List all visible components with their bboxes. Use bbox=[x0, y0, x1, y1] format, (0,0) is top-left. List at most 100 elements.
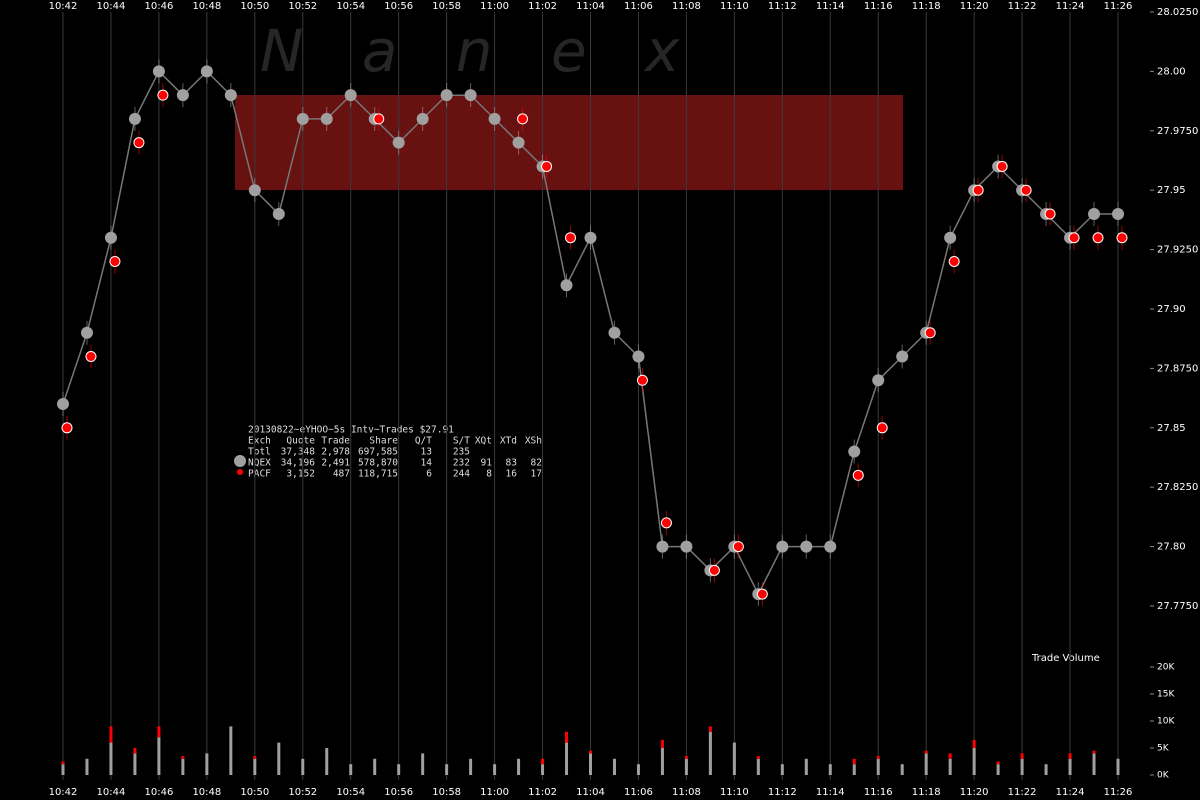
trade-marker bbox=[1020, 184, 1032, 196]
legend-cell: 3,152 bbox=[286, 469, 315, 480]
volume-bar bbox=[109, 726, 113, 743]
trade-marker bbox=[57, 398, 69, 411]
legend-cell: Exch bbox=[248, 436, 271, 447]
x-tick-label: 10:58 bbox=[432, 1, 461, 12]
x-tick-label: 11:02 bbox=[528, 1, 557, 12]
y-tick-label: 27.8250 bbox=[1157, 482, 1198, 493]
volume-bar bbox=[205, 753, 209, 775]
x-tick-label: 11:08 bbox=[672, 1, 701, 12]
legend-cell: 232 bbox=[453, 458, 470, 469]
legend-cell: S/T bbox=[453, 436, 470, 447]
x-tick-label: 11:24 bbox=[1056, 1, 1085, 12]
y-tick-label: 27.95 bbox=[1157, 185, 1186, 196]
volume-bar bbox=[85, 758, 89, 775]
y-tick-label: 0K bbox=[1157, 771, 1170, 781]
x-tick-label: 10:50 bbox=[240, 787, 269, 798]
trade-marker bbox=[756, 588, 768, 600]
x-tick-label: 11:26 bbox=[1104, 787, 1133, 798]
trade-marker bbox=[852, 469, 864, 481]
trade-marker bbox=[128, 112, 141, 125]
x-tick-label: 11:16 bbox=[864, 787, 893, 798]
trade-marker bbox=[1112, 207, 1124, 220]
trade-marker bbox=[708, 564, 720, 576]
volume-bar bbox=[948, 753, 952, 759]
y-tick-label: 27.8750 bbox=[1157, 363, 1198, 374]
trade-marker bbox=[776, 540, 789, 553]
y-tick-label: 27.80 bbox=[1157, 542, 1186, 553]
trade-marker bbox=[608, 326, 621, 339]
trade-marker bbox=[636, 374, 648, 386]
x-tick-label: 10:48 bbox=[192, 787, 221, 798]
legend-cell: Q/T bbox=[415, 436, 432, 447]
legend-cell: 6 bbox=[426, 469, 432, 480]
x-tick-label: 10:54 bbox=[336, 787, 365, 798]
legend-cell: 578,870 bbox=[358, 458, 398, 469]
trade-marker bbox=[872, 374, 885, 387]
y-tick-label: 27.85 bbox=[1157, 423, 1186, 434]
volume-bar bbox=[541, 758, 545, 765]
legend-cell: 235 bbox=[453, 447, 470, 458]
trade-marker bbox=[1068, 232, 1080, 244]
x-tick-label: 11:04 bbox=[576, 1, 605, 12]
volume-bar bbox=[445, 764, 449, 775]
x-tick-label: 10:56 bbox=[384, 787, 413, 798]
volume-bar bbox=[373, 758, 377, 775]
legend-cell: 91 bbox=[481, 458, 493, 469]
trade-marker bbox=[656, 540, 669, 553]
trade-marker bbox=[296, 112, 309, 125]
trade-marker bbox=[109, 255, 121, 267]
legend-cell: NQEX bbox=[248, 458, 271, 469]
legend-cell: Share bbox=[369, 436, 398, 447]
trade-marker bbox=[944, 231, 957, 244]
legend-cell: 83 bbox=[506, 458, 517, 469]
trade-marker bbox=[344, 89, 357, 102]
legend-cell: 37,348 bbox=[281, 447, 316, 458]
legend-cell: Quote bbox=[286, 436, 315, 447]
trade-marker bbox=[464, 89, 477, 102]
trade-marker bbox=[1092, 232, 1104, 244]
legend-cell: 697,585 bbox=[358, 447, 398, 458]
volume-bar bbox=[972, 739, 976, 748]
volume-bar bbox=[253, 758, 257, 775]
quote-band bbox=[235, 95, 903, 190]
volume-bar bbox=[157, 726, 161, 738]
trade-marker bbox=[416, 112, 429, 125]
legend-cell: 13 bbox=[421, 447, 432, 458]
legend-cell: Totl bbox=[248, 447, 271, 458]
x-tick-label: 11:12 bbox=[768, 787, 797, 798]
trade-marker bbox=[200, 65, 213, 78]
legend-cell: 17 bbox=[531, 469, 542, 480]
volume-bar bbox=[325, 748, 329, 775]
x-tick-label: 11:22 bbox=[1008, 1, 1037, 12]
volume-bar bbox=[1044, 764, 1048, 775]
volume-bar bbox=[541, 764, 545, 775]
trade-marker bbox=[85, 351, 97, 363]
volume-bar bbox=[708, 731, 712, 775]
x-tick-label: 11:18 bbox=[912, 787, 941, 798]
x-tick-label: 11:04 bbox=[576, 787, 605, 798]
y-tick-label: 28.00 bbox=[1157, 66, 1186, 77]
volume-title: Trade Volume bbox=[1031, 653, 1100, 664]
x-tick-label: 10:58 bbox=[432, 787, 461, 798]
y-tick-label: 27.90 bbox=[1157, 304, 1186, 315]
x-tick-label: 10:56 bbox=[384, 1, 413, 12]
volume-bar bbox=[1068, 758, 1072, 775]
x-tick-label: 11:10 bbox=[720, 787, 749, 798]
volume-bar bbox=[61, 761, 65, 765]
x-tick-label: 11:06 bbox=[624, 787, 653, 798]
x-tick-label: 10:52 bbox=[288, 1, 317, 12]
volume-bar bbox=[876, 756, 880, 759]
trade-marker bbox=[157, 89, 169, 101]
trade-marker bbox=[392, 136, 405, 149]
x-tick-label: 11:24 bbox=[1056, 787, 1085, 798]
legend-cell: 2,978 bbox=[321, 447, 350, 458]
volume-bar bbox=[589, 750, 592, 754]
legend-cell: 2,491 bbox=[321, 458, 350, 469]
legend-cell: PACF bbox=[248, 469, 271, 480]
legend-cell: XQt bbox=[475, 436, 492, 447]
x-tick-label: 10:46 bbox=[144, 787, 173, 798]
volume-bar bbox=[972, 748, 976, 775]
trade-marker bbox=[176, 89, 189, 102]
legend-marker bbox=[237, 469, 243, 475]
